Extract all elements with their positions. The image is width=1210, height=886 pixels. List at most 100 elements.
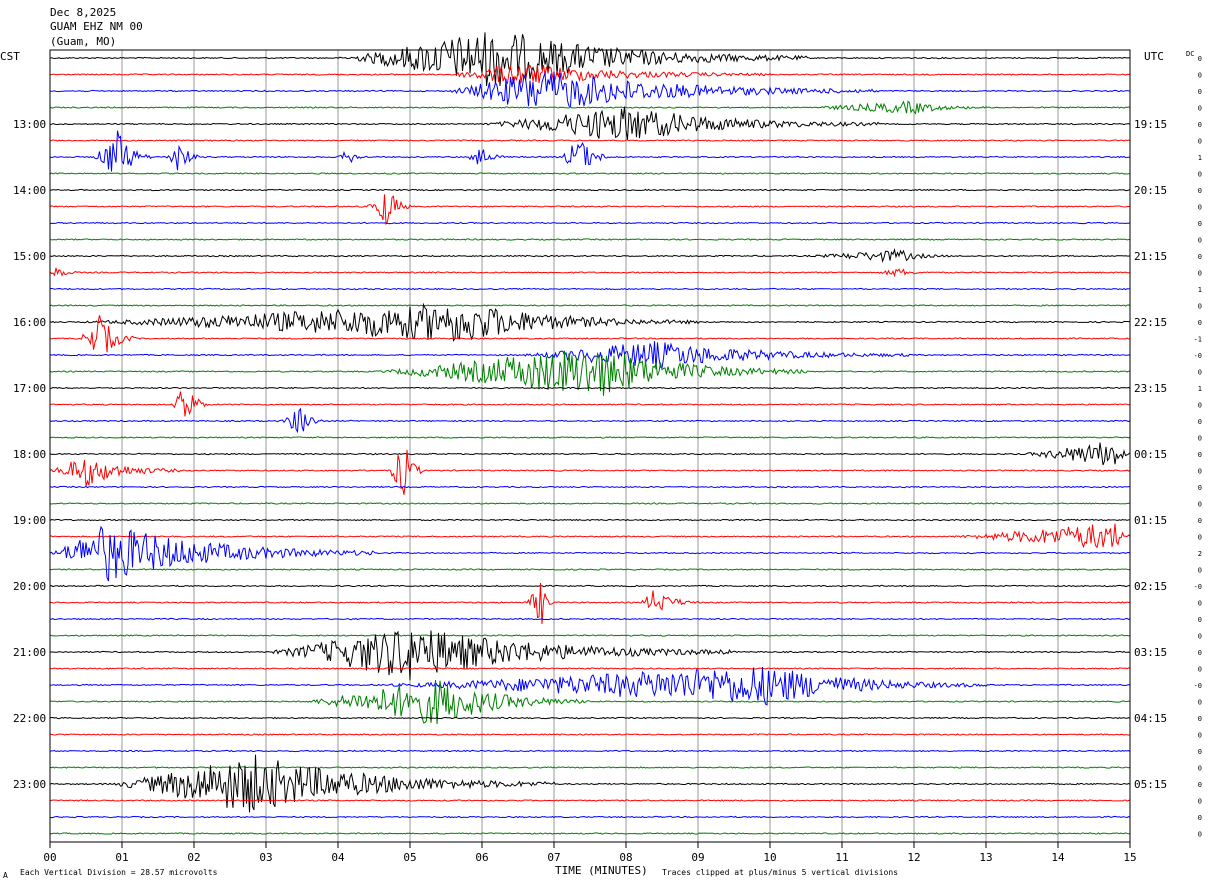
trace-line bbox=[49, 450, 1131, 495]
dc-offset-value: 0 bbox=[1198, 187, 1202, 195]
trace-line bbox=[49, 754, 1131, 813]
dc-offset-value: 0 bbox=[1198, 501, 1202, 509]
trace-line bbox=[49, 172, 1130, 175]
dc-offset-value: 0 bbox=[1198, 781, 1202, 789]
trace-line bbox=[49, 106, 1131, 140]
left-time-label: 15:00 bbox=[13, 250, 46, 263]
trace-line bbox=[49, 518, 1131, 522]
dc-offset-value: 0 bbox=[1198, 798, 1202, 806]
right-time-label: 19:15 bbox=[1134, 118, 1167, 131]
dc-offset-value: 0 bbox=[1198, 814, 1202, 822]
dc-offset-value: 0 bbox=[1198, 138, 1202, 146]
dc-offset-header: DC bbox=[1186, 50, 1194, 58]
left-time-label: 23:00 bbox=[13, 778, 46, 791]
dc-offset-value: 0 bbox=[1198, 732, 1202, 740]
trace-line bbox=[49, 64, 1131, 85]
dc-offset-value: 1 bbox=[1198, 286, 1202, 294]
right-time-label: 04:15 bbox=[1134, 712, 1167, 725]
time-labels: 13:00 14:00 15:00 16:00 17:00 18:00 19:00 20:00… bbox=[13, 118, 1167, 791]
trace-line bbox=[49, 630, 1131, 681]
dc-offset-value: 0 bbox=[1198, 633, 1202, 641]
trace-line bbox=[49, 32, 1131, 86]
trace-line bbox=[49, 617, 1131, 621]
dc-offset-value: 0 bbox=[1198, 765, 1202, 773]
x-tick-label: 08 bbox=[619, 851, 632, 864]
x-tick-label: 01 bbox=[115, 851, 128, 864]
trace-line bbox=[49, 350, 1131, 396]
x-tick-label: 15 bbox=[1123, 851, 1136, 864]
dc-offset-value: 0 bbox=[1198, 55, 1202, 63]
left-timezone-label: CST bbox=[0, 50, 20, 63]
right-time-label: 22:15 bbox=[1134, 316, 1167, 329]
right-time-label: 23:15 bbox=[1134, 382, 1167, 395]
trace-line bbox=[49, 799, 1131, 802]
dc-offset-value: 0 bbox=[1198, 534, 1202, 542]
right-time-label: 21:15 bbox=[1134, 250, 1167, 263]
dc-offset-value: 0 bbox=[1198, 451, 1202, 459]
dc-offset-value: 0 bbox=[1198, 88, 1202, 96]
dc-offset-value: 0 bbox=[1198, 468, 1202, 476]
trace-line bbox=[49, 304, 1131, 307]
trace-line bbox=[49, 407, 1131, 434]
trace-line bbox=[49, 523, 1131, 549]
dc-offset-value: 0 bbox=[1198, 121, 1202, 129]
trace-line bbox=[49, 221, 1131, 225]
x-axis-title: TIME (MINUTES) bbox=[555, 864, 648, 877]
x-tick-label: 10 bbox=[763, 851, 776, 864]
trace-line bbox=[49, 302, 1131, 342]
dc-offset-value: 0 bbox=[1198, 204, 1202, 212]
header-station: GUAM EHZ NM 00 bbox=[50, 20, 143, 33]
trace-line bbox=[49, 436, 1131, 439]
trace-line bbox=[49, 584, 1130, 588]
right-time-label: 01:15 bbox=[1134, 514, 1167, 527]
trace-line bbox=[49, 315, 1131, 353]
dc-offset-value: -0 bbox=[1194, 583, 1202, 591]
x-tick-label: 02 bbox=[187, 851, 200, 864]
trace-line bbox=[49, 287, 1131, 291]
trace-line bbox=[49, 749, 1131, 753]
trace-line bbox=[49, 832, 1131, 835]
dc-offset-value: 0 bbox=[1198, 831, 1202, 839]
dc-offset-value: 2 bbox=[1198, 550, 1202, 558]
dc-offset-value: 0 bbox=[1198, 600, 1202, 608]
trace-line bbox=[49, 188, 1131, 192]
dc-offset-value: 0 bbox=[1198, 666, 1202, 674]
dc-offset-value: 0 bbox=[1198, 748, 1202, 756]
x-tick-label: 13 bbox=[979, 851, 992, 864]
trace-line bbox=[49, 568, 1131, 571]
right-time-label: 05:15 bbox=[1134, 778, 1167, 791]
dc-offset-values: 0 0 0 0 0 0 1 0 0 0 0 0 0 0 1 0 0 -1 -0 0 1 0 0 0 0 0 0 0 0 0 2 0 -0 0 0 0 0… bbox=[1194, 55, 1202, 839]
trace-line bbox=[49, 815, 1131, 819]
x-tick-label: 00 bbox=[43, 851, 56, 864]
dc-offset-value: -0 bbox=[1194, 352, 1202, 360]
dc-offset-value: 0 bbox=[1198, 220, 1202, 228]
dc-offset-value: 0 bbox=[1198, 435, 1202, 443]
trace-line bbox=[49, 139, 1131, 142]
trace-line bbox=[49, 766, 1131, 769]
trace-line bbox=[50, 667, 1131, 670]
scale-note: Each Vertical Division = 28.57 microvolt… bbox=[20, 868, 218, 877]
trace-line bbox=[50, 679, 1131, 725]
trace-line bbox=[50, 71, 1131, 108]
dc-offset-value: 0 bbox=[1198, 319, 1202, 327]
corner-mark: A bbox=[3, 871, 8, 880]
x-tick-label: 12 bbox=[907, 851, 920, 864]
left-time-label: 16:00 bbox=[13, 316, 46, 329]
right-time-label: 02:15 bbox=[1134, 580, 1167, 593]
x-tick-label: 03 bbox=[259, 851, 272, 864]
dc-offset-value: 0 bbox=[1198, 253, 1202, 261]
trace-line bbox=[49, 130, 1131, 172]
left-time-label: 22:00 bbox=[13, 712, 46, 725]
trace-line bbox=[49, 666, 1131, 706]
time-grid bbox=[121, 50, 1059, 842]
dc-offset-value: 0 bbox=[1198, 715, 1202, 723]
right-timezone-label: UTC bbox=[1144, 50, 1164, 63]
dc-offset-value: 0 bbox=[1198, 484, 1202, 492]
trace-line bbox=[49, 525, 1131, 582]
x-tick-label: 14 bbox=[1051, 851, 1065, 864]
x-axis-ticks: 00 01 02 03 04 05 06 07 08 09 10 11 12 13 14 15 bbox=[43, 842, 1137, 864]
right-time-label: 20:15 bbox=[1134, 184, 1167, 197]
trace-line bbox=[49, 238, 1131, 241]
header-location: (Guam, MO) bbox=[50, 35, 116, 48]
